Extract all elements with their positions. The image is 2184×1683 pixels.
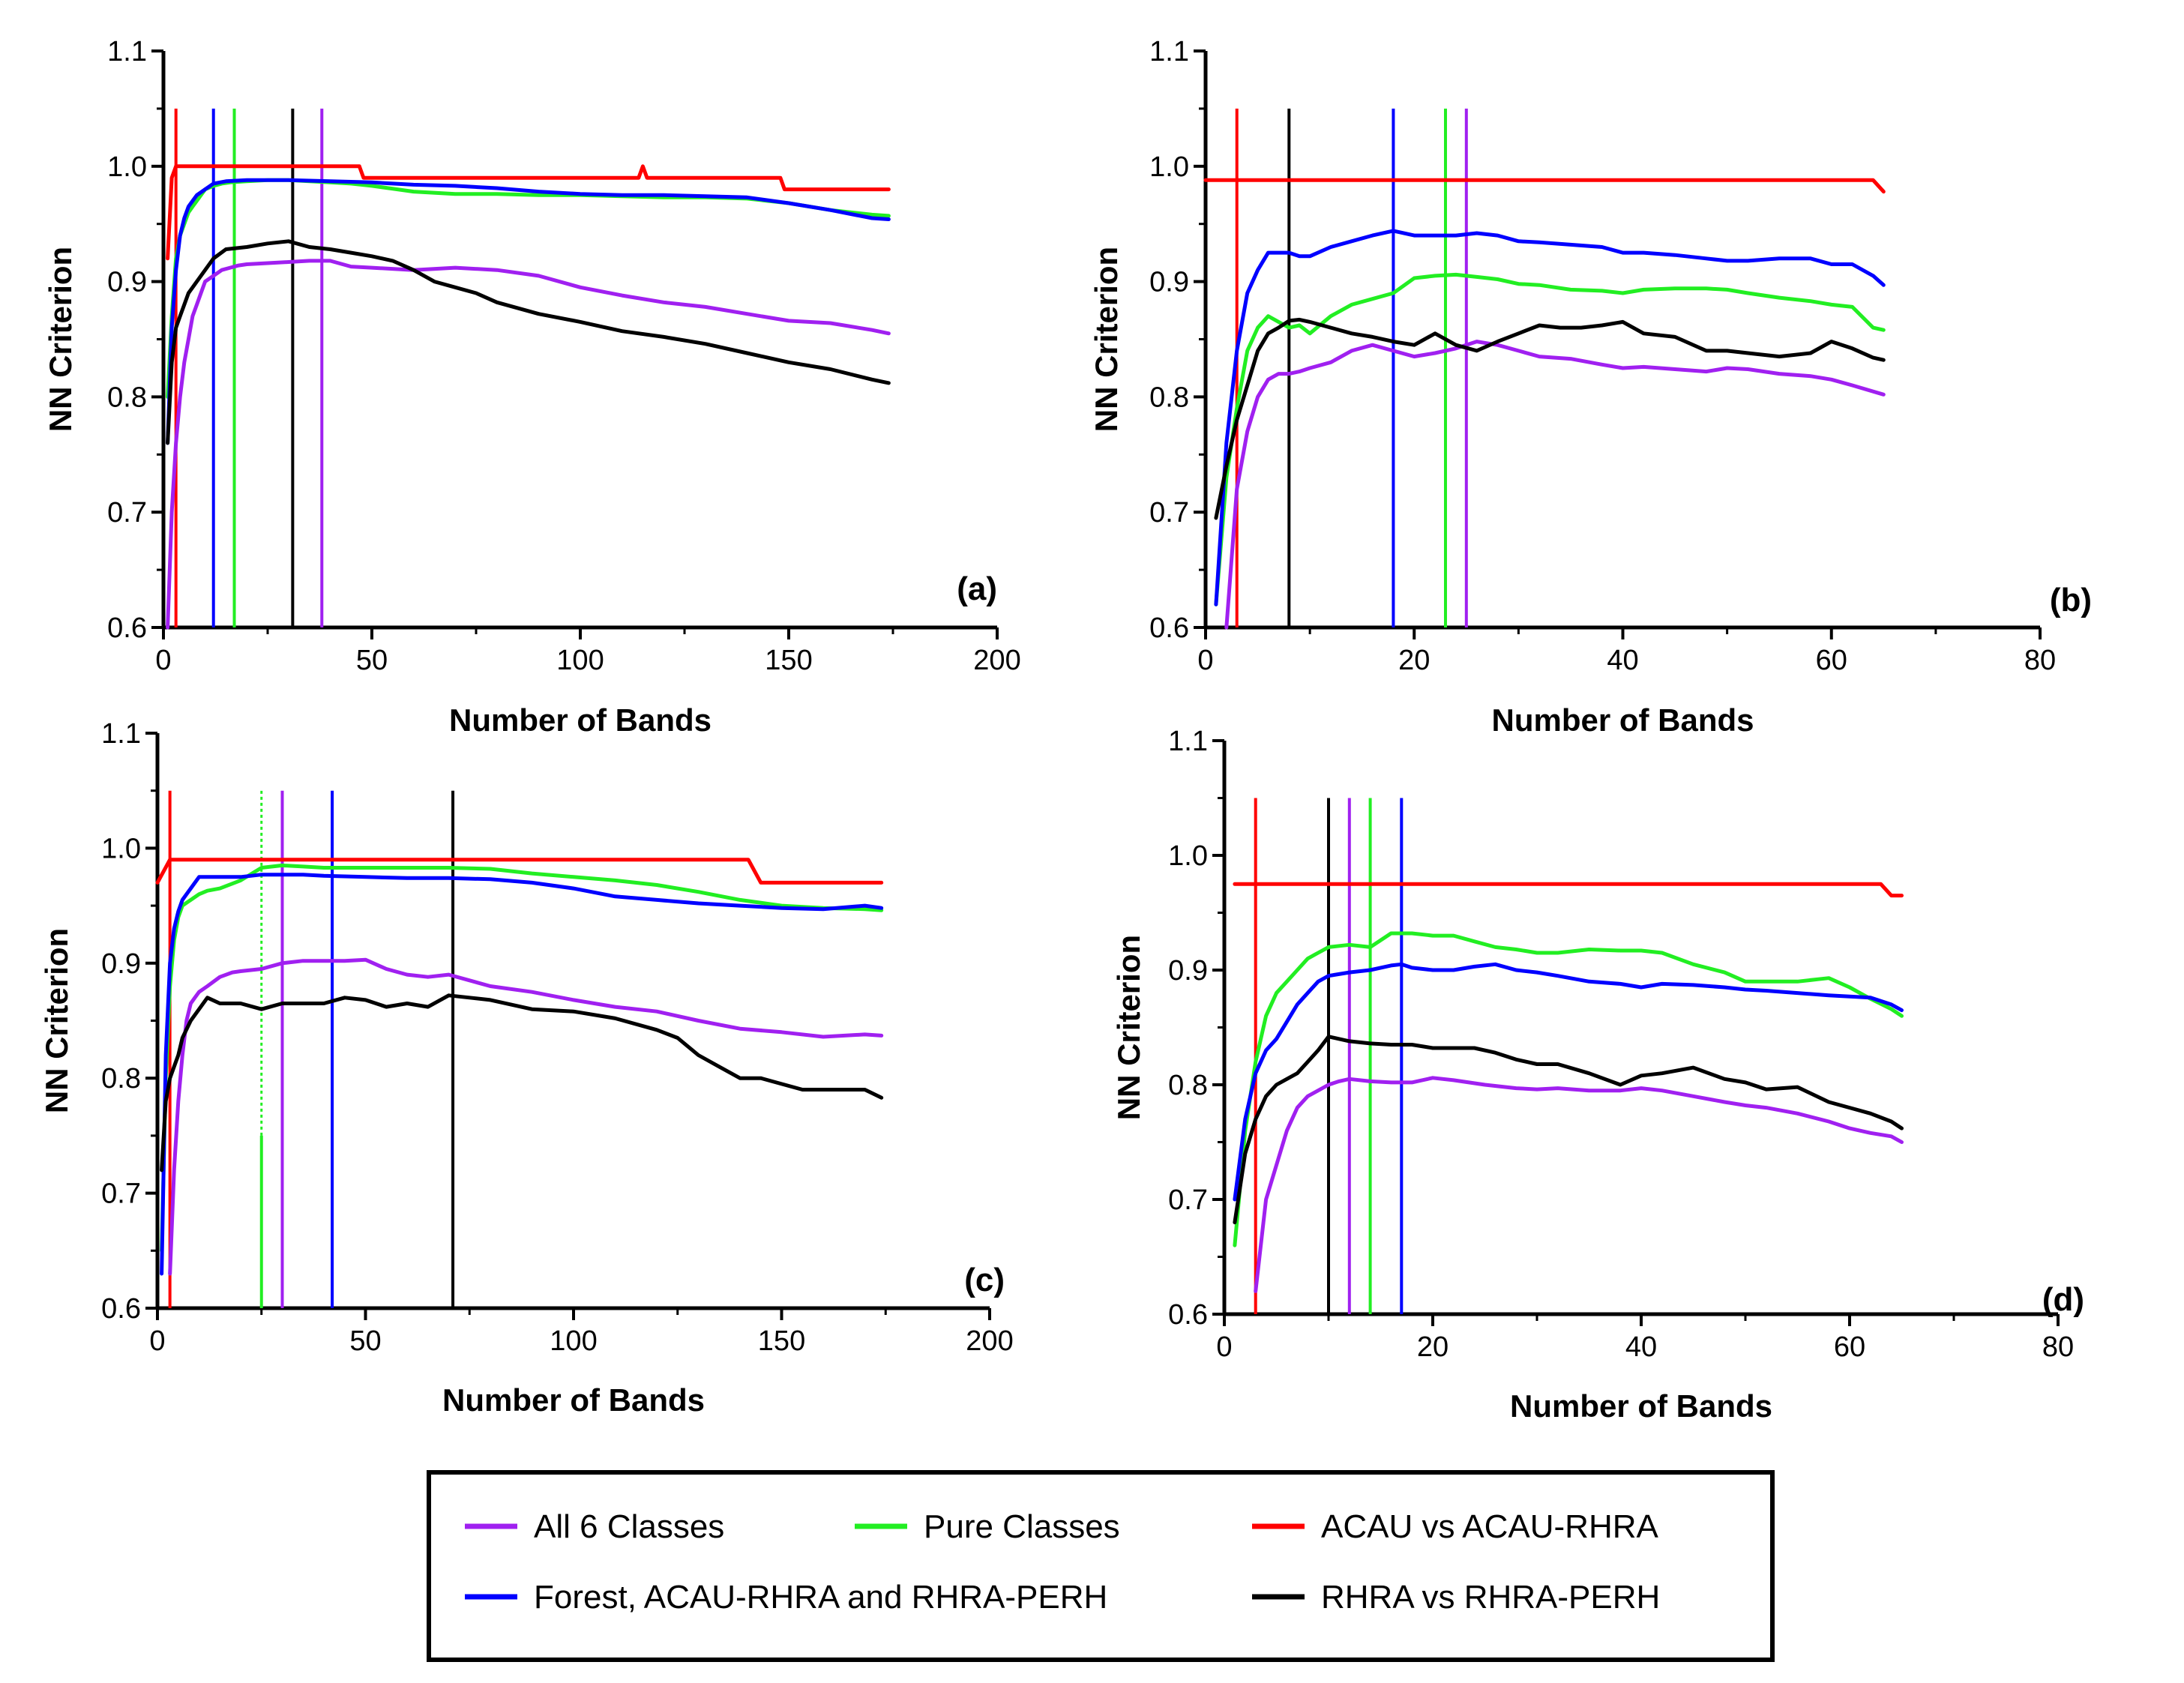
x-tick-label: 50 <box>349 1325 381 1357</box>
series-forest <box>1214 229 1886 606</box>
panel-label: (a) <box>957 570 997 607</box>
y-tick-label: 0.7 <box>1168 1184 1208 1216</box>
y-tick-label: 0.6 <box>101 1293 141 1325</box>
y-tick-label: 1.0 <box>101 833 141 864</box>
x-tick-label: 0 <box>1197 645 1213 676</box>
legend-label: Forest, ACAU-RHRA and RHRA-PERH <box>534 1579 1107 1616</box>
y-axis-title: NN Criterion <box>39 928 74 1113</box>
x-tick-label: 80 <box>2024 645 2056 676</box>
x-axis-title: Number of Bands <box>449 702 712 738</box>
series-all6 <box>168 957 884 1276</box>
series-forest <box>160 873 884 1276</box>
series-rhra <box>1214 317 1886 520</box>
x-tick-label: 20 <box>1398 645 1430 676</box>
series-pure <box>166 178 891 399</box>
series-pure <box>160 863 884 1253</box>
x-tick-label: 200 <box>966 1325 1013 1357</box>
y-tick-label: 0.8 <box>107 382 147 413</box>
y-tick-label: 0.9 <box>1149 267 1189 298</box>
y-tick-label: 0.9 <box>1168 955 1208 987</box>
panel-b: 0.6 0.7 0.8 0.9 1.0 1.1 0 20 40 60 80 Number of Ban… <box>1089 36 2092 738</box>
series-pure <box>1214 272 1886 606</box>
legend-items: All 6 Classes Pure Classes ACAU vs ACAU-RH… <box>465 1508 1660 1616</box>
x-axis-title: Number of Bands <box>1491 702 1754 738</box>
y-tick-label: 0.9 <box>107 267 147 298</box>
series-acau <box>166 164 891 261</box>
legend-item-rhra: RHRA vs RHRA-PERH <box>1252 1579 1660 1616</box>
x-tick-label: 150 <box>765 645 812 676</box>
legend-frame <box>427 1470 1775 1662</box>
x-tick-label: 150 <box>758 1325 805 1357</box>
series-pure <box>1233 931 1904 1247</box>
y-tick-label: 0.7 <box>107 497 147 529</box>
y-tick-label: 0.6 <box>1149 612 1189 644</box>
series-rhra <box>166 239 891 445</box>
y-tick-label: 1.1 <box>107 36 147 67</box>
x-tick-label: 60 <box>1816 645 1847 676</box>
panel-c: 0.6 0.7 0.8 0.9 1.0 1.1 0 50 100 150 200 Number of … <box>39 718 1014 1418</box>
panel-d: 0.6 0.7 0.8 0.9 1.0 1.1 0 20 40 60 80 Number of Ban… <box>1111 726 2084 1424</box>
series-acau <box>155 858 884 885</box>
panel-label: (c) <box>964 1262 1005 1298</box>
x-tick-label: 100 <box>550 1325 597 1357</box>
y-tick-label: 0.8 <box>1149 382 1189 413</box>
x-axis-title: Number of Bands <box>1510 1388 1772 1424</box>
panel-a: 0.6 0.7 0.8 0.9 1.0 1.1 0 50 100 150 200 Number of … <box>43 36 1021 738</box>
y-tick-label: 0.6 <box>1168 1299 1208 1331</box>
y-axis-title: NN Criterion <box>1111 935 1146 1120</box>
series-acau <box>1203 178 1886 194</box>
legend-item-pure: Pure Classes <box>855 1508 1120 1545</box>
y-axis-title: NN Criterion <box>1089 247 1124 432</box>
legend-item-all6: All 6 Classes <box>465 1508 724 1545</box>
x-tick-label: 40 <box>1625 1331 1657 1363</box>
x-tick-label: 60 <box>1834 1331 1865 1363</box>
series-forest <box>1233 962 1904 1202</box>
series-rhra <box>1233 1035 1904 1225</box>
legend-label: ACAU vs ACAU-RHRA <box>1321 1508 1658 1545</box>
legend: All 6 Classes Pure Classes ACAU vs ACAU-RH… <box>427 1470 1775 1662</box>
x-tick-label: 80 <box>2042 1331 2074 1363</box>
y-tick-label: 1.1 <box>101 718 141 750</box>
y-tick-label: 0.7 <box>101 1178 141 1210</box>
legend-label: All 6 Classes <box>534 1508 724 1545</box>
series-acau <box>1233 882 1904 898</box>
y-tick-label: 1.0 <box>1168 840 1208 872</box>
y-tick-label: 0.9 <box>101 948 141 980</box>
y-tick-label: 1.0 <box>1149 151 1189 183</box>
series-rhra <box>160 993 884 1172</box>
legend-item-acau: ACAU vs ACAU-RHRA <box>1252 1508 1658 1545</box>
y-axis-title: NN Criterion <box>43 247 78 432</box>
y-tick-label: 0.8 <box>101 1063 141 1095</box>
x-tick-label: 40 <box>1607 645 1638 676</box>
x-tick-label: 0 <box>149 1325 165 1357</box>
x-tick-label: 50 <box>356 645 388 676</box>
legend-label: RHRA vs RHRA-PERH <box>1321 1579 1660 1616</box>
x-tick-label: 100 <box>556 645 604 676</box>
x-tick-label: 20 <box>1417 1331 1449 1363</box>
x-axis-title: Number of Bands <box>442 1382 705 1418</box>
y-tick-label: 0.7 <box>1149 497 1189 529</box>
series-all6 <box>166 259 891 630</box>
series-all6 <box>1224 340 1886 630</box>
y-tick-label: 0.6 <box>107 612 147 644</box>
y-tick-label: 1.1 <box>1168 726 1208 757</box>
legend-item-forest: Forest, ACAU-RHRA and RHRA-PERH <box>465 1579 1107 1616</box>
x-tick-label: 0 <box>1216 1331 1232 1363</box>
y-tick-label: 1.1 <box>1149 36 1189 67</box>
legend-label: Pure Classes <box>924 1508 1120 1545</box>
series-all6 <box>1254 1076 1904 1293</box>
panel-label: (d) <box>2042 1281 2084 1318</box>
panel-label: (b) <box>2050 582 2092 618</box>
x-tick-label: 0 <box>155 645 171 676</box>
x-tick-label: 200 <box>973 645 1020 676</box>
y-tick-label: 0.8 <box>1168 1070 1208 1101</box>
y-tick-label: 1.0 <box>107 151 147 183</box>
series-forest <box>166 178 891 445</box>
